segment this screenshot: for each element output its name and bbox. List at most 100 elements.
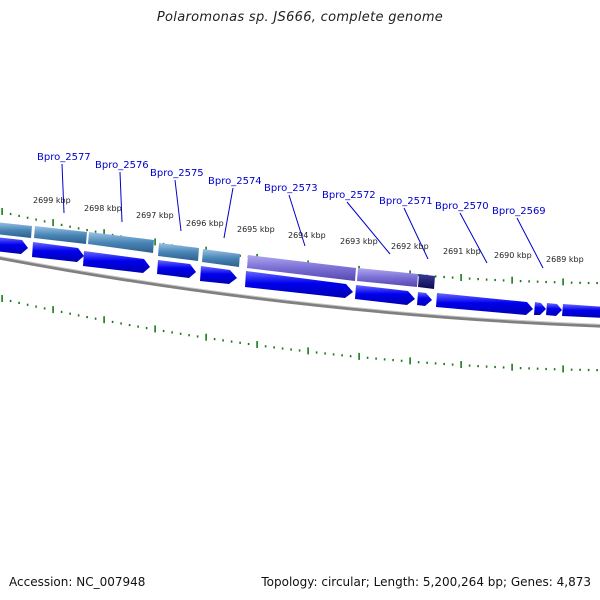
gene-label[interactable]: Bpro_2576: [95, 160, 149, 171]
minor-tick: [349, 355, 352, 358]
minor-tick: [43, 307, 46, 310]
minor-tick: [570, 368, 573, 371]
gene-label[interactable]: Bpro_2569: [492, 206, 546, 217]
minor-tick: [171, 331, 173, 334]
gene-bar[interactable]: [88, 232, 154, 253]
gene-bar[interactable]: [418, 274, 435, 289]
minor-tick: [383, 358, 386, 361]
minor-tick: [519, 367, 522, 370]
major-tick: [358, 352, 360, 360]
major-tick: [409, 357, 411, 365]
kbp-position-label: 2692 kbp: [391, 242, 429, 251]
minor-tick: [417, 274, 420, 277]
major-tick: [256, 341, 258, 348]
major-tick: [460, 274, 462, 281]
minor-tick: [281, 347, 284, 350]
minor-tick: [485, 278, 488, 281]
gene-arrow[interactable]: [245, 271, 353, 298]
minor-tick: [111, 233, 114, 236]
major-tick: [103, 316, 105, 324]
gene-label[interactable]: Bpro_2571: [379, 196, 433, 207]
minor-tick: [366, 356, 369, 359]
minor-tick: [120, 322, 122, 325]
gene-label[interactable]: Bpro_2570: [435, 201, 489, 212]
gene-label[interactable]: Bpro_2574: [208, 176, 262, 187]
major-tick: [205, 333, 207, 341]
gene-bar[interactable]: [34, 226, 87, 244]
gene-arrow[interactable]: [436, 293, 533, 315]
gene-labels: Bpro_2577Bpro_2576Bpro_2575Bpro_2574Bpro…: [37, 152, 546, 269]
minor-tick: [341, 354, 343, 357]
kbp-position-label: 2694 kbp: [288, 231, 326, 240]
gene-arrow[interactable]: [355, 285, 415, 305]
minor-tick: [60, 310, 63, 313]
gene-bar[interactable]: [247, 255, 356, 281]
minor-tick: [111, 320, 114, 323]
minor-tick: [18, 214, 20, 217]
major-tick: [154, 325, 156, 333]
minor-tick: [494, 278, 496, 282]
minor-tick: [77, 314, 80, 317]
gene-label[interactable]: Bpro_2575: [150, 168, 204, 179]
gene-arrow[interactable]: [546, 303, 562, 316]
minor-tick: [434, 362, 437, 365]
minor-tick: [26, 303, 29, 306]
gene-arrow[interactable]: [83, 251, 150, 273]
gene-bar[interactable]: [202, 249, 240, 267]
minor-tick: [179, 332, 182, 335]
gene-bar[interactable]: [357, 268, 418, 287]
kbp-position-label: 2696 kbp: [186, 219, 224, 228]
gene-label-leader: [119, 171, 123, 223]
minor-tick: [468, 277, 471, 280]
minor-tick: [60, 223, 63, 226]
gene-bar[interactable]: [0, 222, 32, 238]
minor-tick: [443, 362, 445, 366]
minor-tick: [43, 220, 46, 223]
minor-tick: [392, 359, 394, 362]
genome-summary-text: Topology: circular; Length: 5,200,264 bp…: [261, 575, 591, 589]
gene-arrow[interactable]: [200, 266, 237, 284]
gene-label[interactable]: Bpro_2573: [264, 183, 318, 194]
kbp-labels: 2699 kbp 2698 kbp 2697 kbp 2696 kbp 2695 kbp…: [33, 196, 584, 264]
major-tick: [307, 347, 309, 355]
minor-tick: [86, 229, 88, 232]
minor-tick: [375, 357, 377, 360]
genome-backbone-highlight: [0, 255, 600, 325]
minor-tick: [536, 367, 539, 370]
minor-tick: [9, 299, 12, 303]
gene-bar[interactable]: [158, 243, 199, 261]
gene-arrow[interactable]: [0, 237, 28, 254]
kbp-position-label: 2699 kbp: [33, 196, 71, 205]
minor-tick: [579, 368, 581, 371]
kbp-position-label: 2690 kbp: [494, 251, 532, 260]
kbp-position-label: 2689 kbp: [546, 255, 584, 264]
gene-label[interactable]: Bpro_2577: [37, 152, 91, 163]
gene-arrow[interactable]: [534, 302, 546, 315]
kbp-position-label: 2693 kbp: [340, 237, 378, 246]
major-tick: [460, 361, 462, 368]
minor-tick: [273, 346, 275, 349]
gene-label[interactable]: Bpro_2572: [322, 190, 376, 201]
minor-tick: [94, 230, 97, 233]
minor-tick: [298, 349, 301, 352]
minor-tick: [332, 353, 335, 356]
major-tick: [52, 306, 54, 314]
minor-tick: [451, 363, 454, 366]
minor-tick: [502, 366, 505, 369]
minor-tick: [468, 364, 471, 367]
minor-tick: [553, 368, 556, 371]
major-tick: [103, 229, 105, 237]
minor-tick: [77, 227, 80, 230]
minor-tick: [528, 280, 530, 283]
gene-arrow[interactable]: [32, 242, 84, 262]
minor-tick: [213, 338, 216, 341]
minor-tick: [18, 301, 20, 304]
major-tick: [562, 365, 564, 373]
gene-arrow[interactable]: [562, 304, 600, 318]
minor-tick: [188, 334, 190, 337]
minor-tick: [536, 280, 539, 283]
gene-arrow[interactable]: [157, 260, 196, 278]
minor-tick: [290, 348, 292, 351]
gene-arrow[interactable]: [417, 292, 432, 306]
